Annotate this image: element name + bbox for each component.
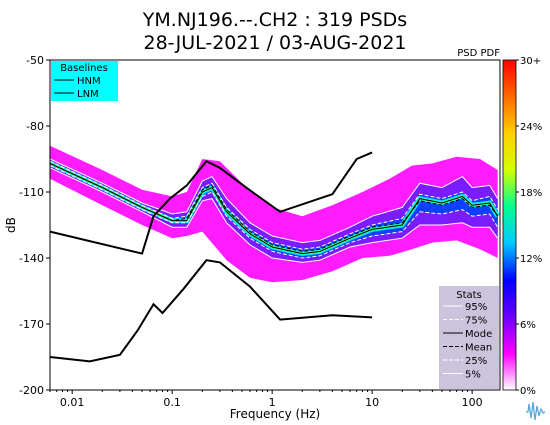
baselines-legend: Baselines HNM LNM bbox=[51, 61, 118, 101]
colorbar-tick-label: 6% bbox=[520, 320, 536, 331]
stats-legend-label: 95% bbox=[465, 302, 487, 313]
stats-legend-label: 25% bbox=[465, 356, 487, 367]
colorbar-tick-label: 0% bbox=[520, 386, 536, 397]
colorbar-gradient bbox=[502, 59, 517, 391]
y-tick-label: -80 bbox=[26, 120, 44, 133]
colorbar: PSD PDF 0% 6% 12% 18% 24% 30+ bbox=[457, 48, 542, 397]
plot-area bbox=[48, 59, 501, 391]
statistic-curves bbox=[49, 158, 499, 263]
waveform-icon bbox=[526, 401, 546, 421]
curve-75pct bbox=[49, 160, 499, 250]
density-band-outer bbox=[50, 159, 498, 263]
x-tick-label: 1 bbox=[269, 396, 276, 409]
plot-frame bbox=[49, 59, 501, 391]
y-tick-label: -110 bbox=[19, 186, 44, 199]
noise-model-baselines bbox=[49, 151, 373, 363]
chart-subtitle: 28-JUL-2021 / 03-AUG-2021 bbox=[144, 32, 407, 54]
lnm-legend-label: LNM bbox=[77, 89, 99, 100]
y-tick-label: -170 bbox=[19, 318, 44, 331]
x-tick-label: 0.1 bbox=[163, 396, 181, 409]
curve-25pct bbox=[49, 165, 499, 259]
seismometer-logo bbox=[523, 398, 547, 422]
y-tick-label: -140 bbox=[19, 252, 44, 265]
stats-legend-title: Stats bbox=[456, 290, 482, 301]
y-axis-label: dB bbox=[4, 217, 18, 233]
stats-legend-entries: 95% 75% Mode Mean 25% 5% bbox=[443, 302, 492, 381]
y-axis: -50 -80 -110 -140 -170 -200 bbox=[19, 54, 50, 397]
x-tick-label: 10 bbox=[365, 396, 379, 409]
y-tick-label: -200 bbox=[19, 384, 44, 397]
hnm-curve bbox=[49, 151, 373, 255]
colorbar-title: PSD PDF bbox=[457, 48, 500, 59]
curve-95pct bbox=[49, 158, 499, 244]
colorbar-tick-label: 12% bbox=[520, 254, 542, 265]
baselines-legend-box bbox=[51, 61, 118, 101]
curve-5pct bbox=[49, 167, 499, 263]
stats-legend-box bbox=[439, 286, 499, 389]
stats-legend: Stats 95% 75% Mode Mean 25% 5% bbox=[439, 286, 499, 389]
curve-mean bbox=[49, 162, 499, 252]
chart-title: YM.NJ196.--.CH2 : 319 PSDs bbox=[142, 9, 407, 31]
x-tick-label: 0.01 bbox=[60, 396, 85, 409]
hnm-legend-label: HNM bbox=[77, 76, 101, 87]
stats-legend-label: 5% bbox=[465, 370, 481, 381]
stats-legend-label: Mode bbox=[465, 329, 492, 340]
colorbar-tick-label: 18% bbox=[520, 188, 542, 199]
x-tick-label: 100 bbox=[462, 396, 483, 409]
density-envelope bbox=[50, 145, 498, 283]
lnm-curve bbox=[49, 259, 373, 363]
density-band-inner bbox=[50, 161, 498, 258]
stats-legend-label: Mean bbox=[465, 343, 492, 354]
colorbar-tick-label: 24% bbox=[520, 122, 542, 133]
x-axis-label: Frequency (Hz) bbox=[230, 407, 321, 421]
stats-legend-label: 75% bbox=[465, 316, 487, 327]
y-tick-label: -50 bbox=[26, 54, 44, 67]
curve-mode bbox=[49, 162, 499, 255]
baselines-legend-title: Baselines bbox=[60, 63, 108, 74]
colorbar-ticks: 0% 6% 12% 18% 24% 30+ bbox=[516, 56, 542, 397]
x-axis: 0.01 0.1 1 10 100 bbox=[49, 390, 483, 409]
colorbar-tick-label: 30+ bbox=[520, 56, 541, 67]
